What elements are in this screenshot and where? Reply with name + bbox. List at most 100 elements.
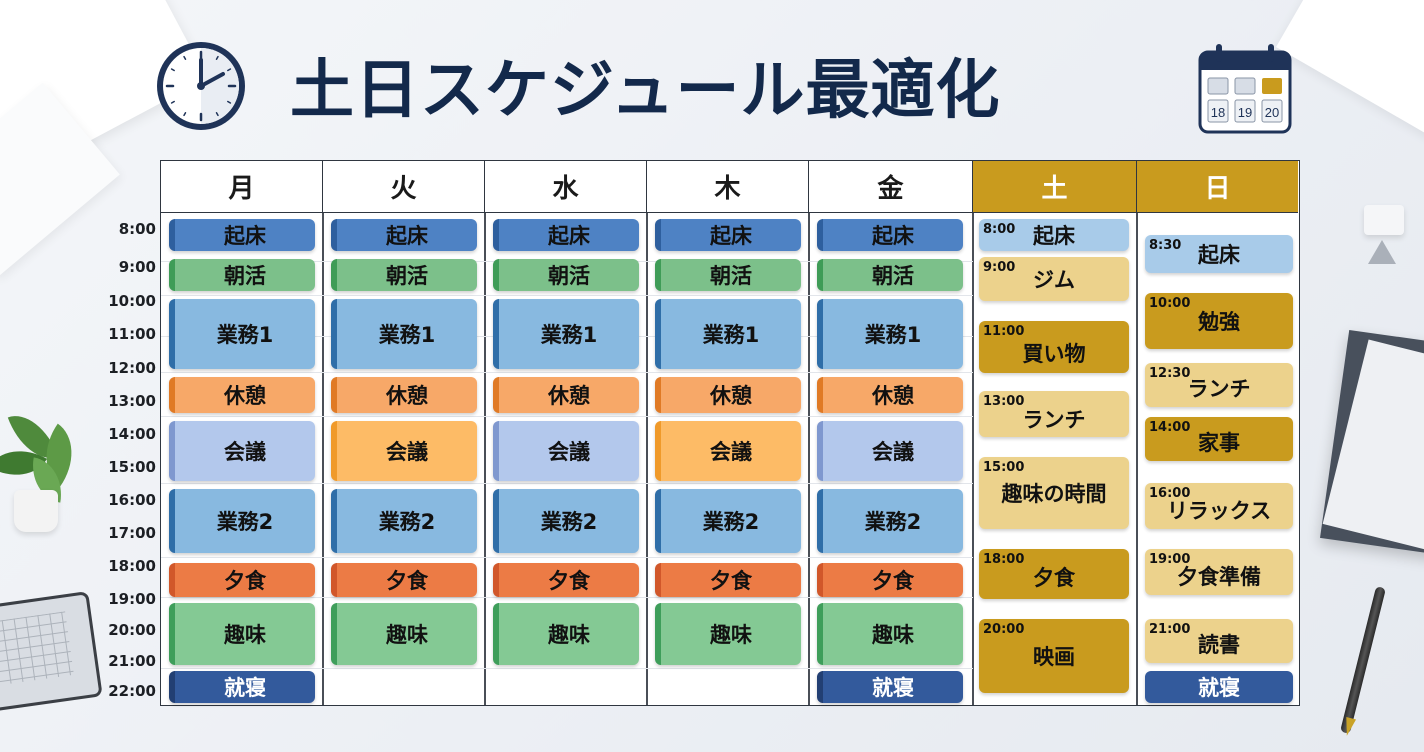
event-morning-activity[interactable]: 朝活 xyxy=(655,259,801,291)
event-meeting[interactable]: 会議 xyxy=(493,421,639,481)
event-sleep[interactable]: 就寝 xyxy=(169,671,315,703)
event-label: 映画 xyxy=(1033,645,1075,669)
event-time: 10:00 xyxy=(1149,296,1191,311)
event-time: 18:00 xyxy=(983,552,1025,567)
event-wake[interactable]: 起床 xyxy=(331,219,477,251)
event-dinner[interactable]: 夕食 xyxy=(817,563,963,597)
event-dinner-prep[interactable]: 19:00 夕食準備 xyxy=(1145,549,1293,595)
event-hobby[interactable]: 趣味 xyxy=(169,603,315,665)
cube-decoration xyxy=(1364,205,1404,235)
day-header-fri: 金 xyxy=(809,161,973,213)
event-relax[interactable]: 16:00 リラックス xyxy=(1145,483,1293,529)
event-time: 20:00 xyxy=(983,622,1025,637)
event-work-1[interactable]: 業務1 xyxy=(331,299,477,369)
event-lunch[interactable]: 13:00 ランチ xyxy=(979,391,1129,437)
event-label: 読書 xyxy=(1198,633,1240,657)
event-break[interactable]: 休憩 xyxy=(169,377,315,413)
event-dinner[interactable]: 夕食 xyxy=(169,563,315,597)
pen-decoration xyxy=(1340,586,1386,734)
row-divider xyxy=(161,372,973,373)
event-work-2[interactable]: 業務2 xyxy=(817,489,963,553)
event-dinner[interactable]: 18:00 夕食 xyxy=(979,549,1129,599)
event-label: 夕食準備 xyxy=(1177,565,1261,589)
event-label: 起床 xyxy=(1033,224,1075,248)
schedule-grid: 月 火 水 木 金 土 日 起床 朝活 業務1 休憩 会議 業務2 夕食 趣味 … xyxy=(160,160,1300,706)
event-dinner[interactable]: 夕食 xyxy=(331,563,477,597)
event-dinner[interactable]: 夕食 xyxy=(655,563,801,597)
event-shopping[interactable]: 11:00 買い物 xyxy=(979,321,1129,373)
day-header-sun: 日 xyxy=(1137,161,1298,213)
event-time: 9:00 xyxy=(983,260,1016,275)
event-time: 13:00 xyxy=(983,394,1025,409)
event-hobby[interactable]: 趣味 xyxy=(331,603,477,665)
event-hobby[interactable]: 趣味 xyxy=(817,603,963,665)
event-housework[interactable]: 14:00 家事 xyxy=(1145,417,1293,461)
event-time: 14:00 xyxy=(1149,420,1191,435)
event-sleep[interactable]: 就寝 xyxy=(1145,671,1293,703)
event-wake[interactable]: 起床 xyxy=(817,219,963,251)
event-morning-activity[interactable]: 朝活 xyxy=(493,259,639,291)
event-dinner[interactable]: 夕食 xyxy=(493,563,639,597)
calendar-date: 20 xyxy=(1265,105,1279,120)
event-wake[interactable]: 8:30 起床 xyxy=(1145,235,1293,273)
event-meeting[interactable]: 会議 xyxy=(331,421,477,481)
calendar-icon: 18 19 20 xyxy=(1198,44,1292,134)
event-hobby[interactable]: 趣味 xyxy=(655,603,801,665)
row-divider xyxy=(161,416,973,417)
event-wake[interactable]: 起床 xyxy=(655,219,801,251)
time-label: 13:00 xyxy=(108,392,156,410)
event-time: 8:00 xyxy=(983,222,1016,237)
day-header-wed: 水 xyxy=(485,161,647,213)
event-morning-activity[interactable]: 朝活 xyxy=(331,259,477,291)
event-morning-activity[interactable]: 朝活 xyxy=(169,259,315,291)
event-break[interactable]: 休憩 xyxy=(817,377,963,413)
event-work-1[interactable]: 業務1 xyxy=(169,299,315,369)
event-wake[interactable]: 起床 xyxy=(493,219,639,251)
event-morning-activity[interactable]: 朝活 xyxy=(817,259,963,291)
column-divider xyxy=(646,213,648,705)
event-work-1[interactable]: 業務1 xyxy=(817,299,963,369)
event-break[interactable]: 休憩 xyxy=(493,377,639,413)
event-break[interactable]: 休憩 xyxy=(331,377,477,413)
event-label: ジム xyxy=(1033,268,1075,292)
day-header-sat: 土 xyxy=(973,161,1137,213)
event-movie[interactable]: 20:00 映画 xyxy=(979,619,1129,693)
event-time: 21:00 xyxy=(1149,622,1191,637)
event-break[interactable]: 休憩 xyxy=(655,377,801,413)
pyramid-decoration xyxy=(1368,240,1396,264)
event-meeting[interactable]: 会議 xyxy=(655,421,801,481)
event-meeting[interactable]: 会議 xyxy=(817,421,963,481)
event-study[interactable]: 10:00 勉強 xyxy=(1145,293,1293,349)
row-divider xyxy=(161,597,973,598)
time-label: 14:00 xyxy=(108,425,156,443)
event-time: 11:00 xyxy=(983,324,1025,339)
event-work-2[interactable]: 業務2 xyxy=(655,489,801,553)
event-gym[interactable]: 9:00 ジム xyxy=(979,257,1129,301)
time-label: 8:00 xyxy=(118,220,156,238)
event-hobby-time[interactable]: 15:00 趣味の時間 xyxy=(979,457,1129,529)
event-reading[interactable]: 21:00 読書 xyxy=(1145,619,1293,663)
paper-decoration xyxy=(1276,0,1424,137)
event-work-1[interactable]: 業務1 xyxy=(493,299,639,369)
time-label: 12:00 xyxy=(108,359,156,377)
event-time: 12:30 xyxy=(1149,366,1191,381)
event-time: 8:30 xyxy=(1149,238,1182,253)
event-wake[interactable]: 8:00 起床 xyxy=(979,219,1129,251)
event-work-2[interactable]: 業務2 xyxy=(169,489,315,553)
event-work-1[interactable]: 業務1 xyxy=(655,299,801,369)
clock-icon xyxy=(157,42,245,130)
event-label: 起床 xyxy=(1198,243,1240,267)
event-hobby[interactable]: 趣味 xyxy=(493,603,639,665)
time-label: 16:00 xyxy=(108,491,156,509)
event-label: 就寝 xyxy=(1198,676,1240,700)
time-label: 21:00 xyxy=(108,652,156,670)
event-lunch[interactable]: 12:30 ランチ xyxy=(1145,363,1293,407)
plant-pot-decoration xyxy=(14,490,58,532)
event-sleep[interactable]: 就寝 xyxy=(817,671,963,703)
event-label: ランチ xyxy=(1187,377,1251,401)
event-wake[interactable]: 起床 xyxy=(169,219,315,251)
event-work-2[interactable]: 業務2 xyxy=(493,489,639,553)
event-work-2[interactable]: 業務2 xyxy=(331,489,477,553)
event-meeting[interactable]: 会議 xyxy=(169,421,315,481)
row-divider xyxy=(161,668,973,669)
